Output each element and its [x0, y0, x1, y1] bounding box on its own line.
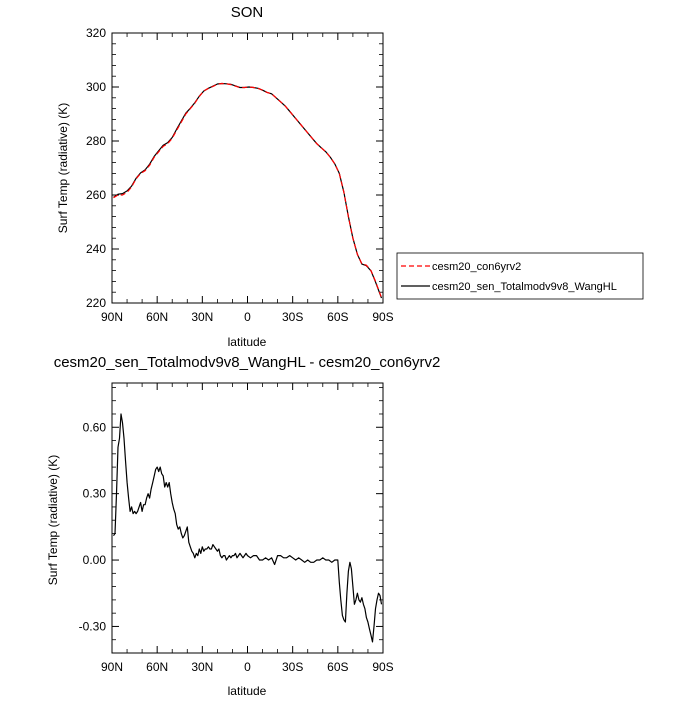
series-line-1 [113, 82, 383, 298]
legend: cesm20_con6yrv2 cesm20_sen_Totalmodv9v8_… [396, 252, 644, 300]
x-tick-label: 60N [146, 310, 168, 324]
y-tick-label: 300 [86, 80, 106, 94]
top-x-axis-label: latitude [228, 335, 267, 349]
y-tick-label: 240 [86, 242, 106, 256]
x-tick-label: 60N [146, 660, 168, 674]
x-tick-label: 0 [244, 310, 251, 324]
y-tick-label: 280 [86, 134, 106, 148]
bottom-x-axis-label: latitude [228, 684, 267, 698]
x-tick-label: 0 [244, 660, 251, 674]
y-tick-label: 0.60 [83, 420, 107, 434]
x-tick-label: 90N [101, 660, 123, 674]
bottom-axis-ticks: 90N 60N 30N 0 30S 60S 90S 0.60 0.30 0.00 -0.30 [79, 383, 394, 674]
x-tick-label: 60S [327, 660, 348, 674]
top-chart-title: SON [231, 4, 264, 21]
bottom-plot-frame [111, 382, 384, 654]
top-plot-frame [111, 32, 384, 304]
top-y-axis-label: Surf Temp (radiative) (K) [56, 103, 70, 233]
x-tick-label: 30N [191, 660, 213, 674]
x-tick-label: 90S [372, 310, 393, 324]
y-tick-label: 260 [86, 188, 106, 202]
y-tick-label: 320 [86, 26, 106, 40]
bottom-panel: cesm20_sen_Totalmodv9v8_WangHL - cesm20_… [46, 354, 440, 698]
y-tick-label: -0.30 [79, 619, 107, 633]
x-tick-label: 30N [191, 310, 213, 324]
x-tick-label: 30S [282, 660, 303, 674]
x-tick-label: 90S [372, 660, 393, 674]
bottom-y-axis-label: Surf Temp (radiative) (K) [46, 455, 60, 585]
series-line-0 [113, 82, 383, 299]
series-line-0 [113, 413, 383, 643]
bottom-chart-title: cesm20_sen_Totalmodv9v8_WangHL - cesm20_… [54, 354, 441, 371]
legend-label-totalmod: cesm20_sen_Totalmodv9v8_WangHL [432, 281, 617, 293]
x-tick-label: 60S [327, 310, 348, 324]
x-tick-label: 30S [282, 310, 303, 324]
legend-box [396, 252, 644, 300]
y-tick-label: 0.00 [83, 553, 107, 567]
top-series-lines [113, 82, 383, 299]
bottom-series-lines [113, 413, 383, 643]
y-tick-label: 220 [86, 296, 106, 310]
legend-label-con6yrv2: cesm20_con6yrv2 [432, 261, 521, 273]
x-tick-label: 90N [101, 310, 123, 324]
top-axis-ticks: 90N 60N 30N 0 30S 60S 90S 220 240 260 280 300 320 [86, 26, 394, 324]
top-panel: SON Surf Temp (radiative) (K) latitude 9… [56, 4, 394, 349]
y-tick-label: 0.30 [83, 487, 107, 501]
